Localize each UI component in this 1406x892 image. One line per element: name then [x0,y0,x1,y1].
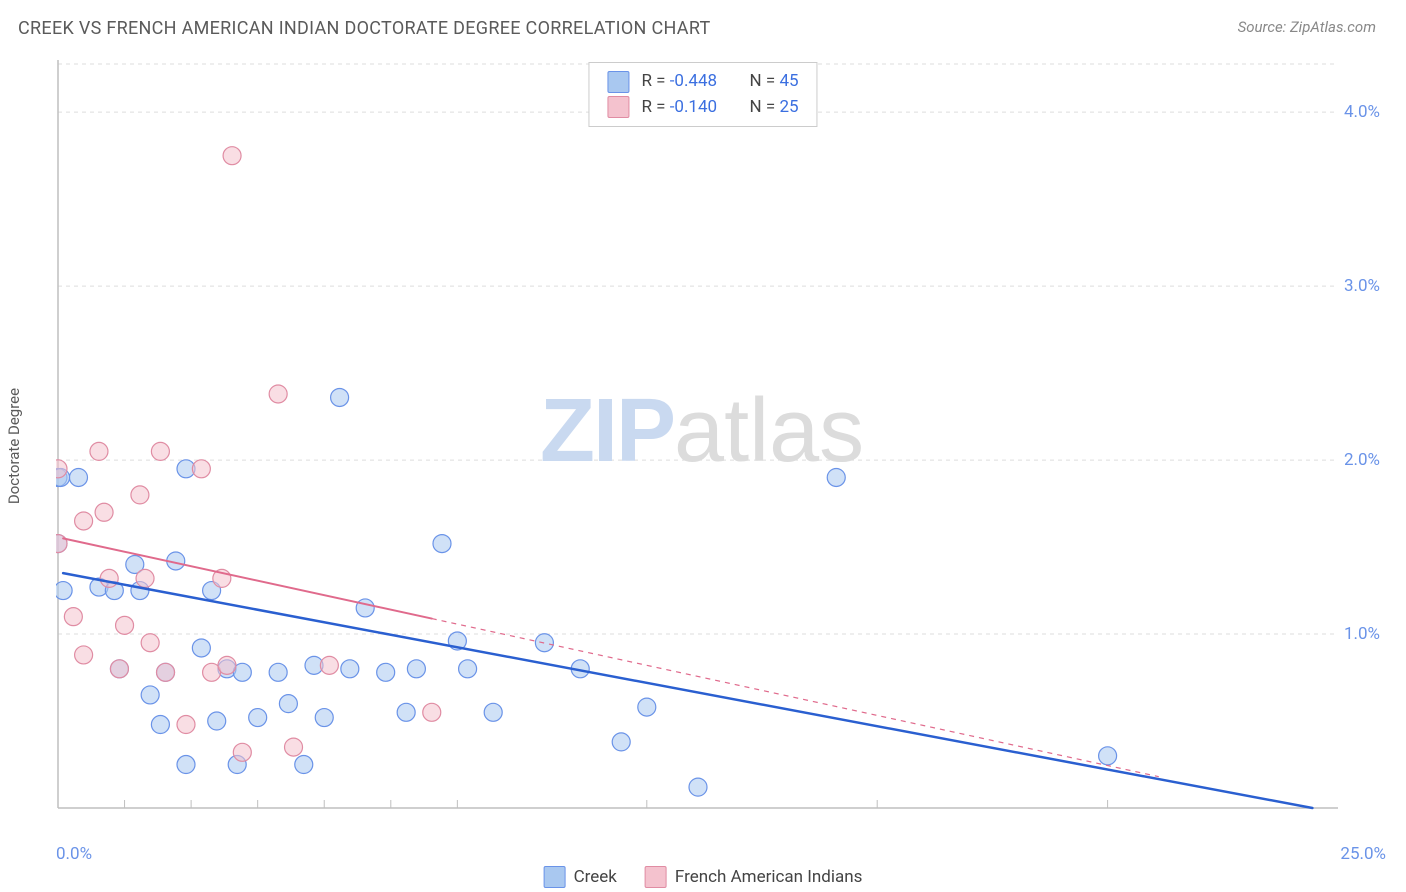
legend-stats: R = -0.448 N = 45R = -0.140 N = 25 [588,62,817,127]
legend-n-label: N = 45 [750,69,799,95]
legend-stat-row: R = -0.448 N = 45 [607,69,798,95]
legend-n-label: N = 25 [750,95,799,121]
chart-area: 1.0% 2.0% 3.0% 4.0% [56,58,1386,836]
legend-r-label: R = -0.140 [641,95,717,121]
legend-stat-row: R = -0.140 N = 25 [607,95,798,121]
legend-series-item: French American Indians [645,866,862,888]
source-label: Source: ZipAtlas.com [1238,18,1376,36]
scatter-plot-svg: 1.0% 2.0% 3.0% 4.0% [56,58,1386,836]
legend-series-label: Creek [574,867,617,887]
legend-r-label: R = -0.448 [641,69,717,95]
legend-swatch [544,866,566,888]
svg-text:1.0%: 1.0% [1344,624,1380,644]
svg-text:4.0%: 4.0% [1344,102,1380,122]
legend-swatch [607,96,629,118]
legend-swatch [607,71,629,93]
legend-series-label: French American Indians [675,867,862,887]
legend-swatch [645,866,667,888]
x-axis-max-label: 25.0% [1340,844,1386,864]
legend-series: Creek French American Indians [544,866,863,888]
legend-series-item: Creek [544,866,617,888]
y-axis-label: Doctorate Degree [5,388,23,504]
svg-text:2.0%: 2.0% [1344,450,1380,470]
chart-title: CREEK VS FRENCH AMERICAN INDIAN DOCTORAT… [18,18,711,39]
svg-text:3.0%: 3.0% [1344,276,1380,296]
x-axis-min-label: 0.0% [56,844,92,864]
